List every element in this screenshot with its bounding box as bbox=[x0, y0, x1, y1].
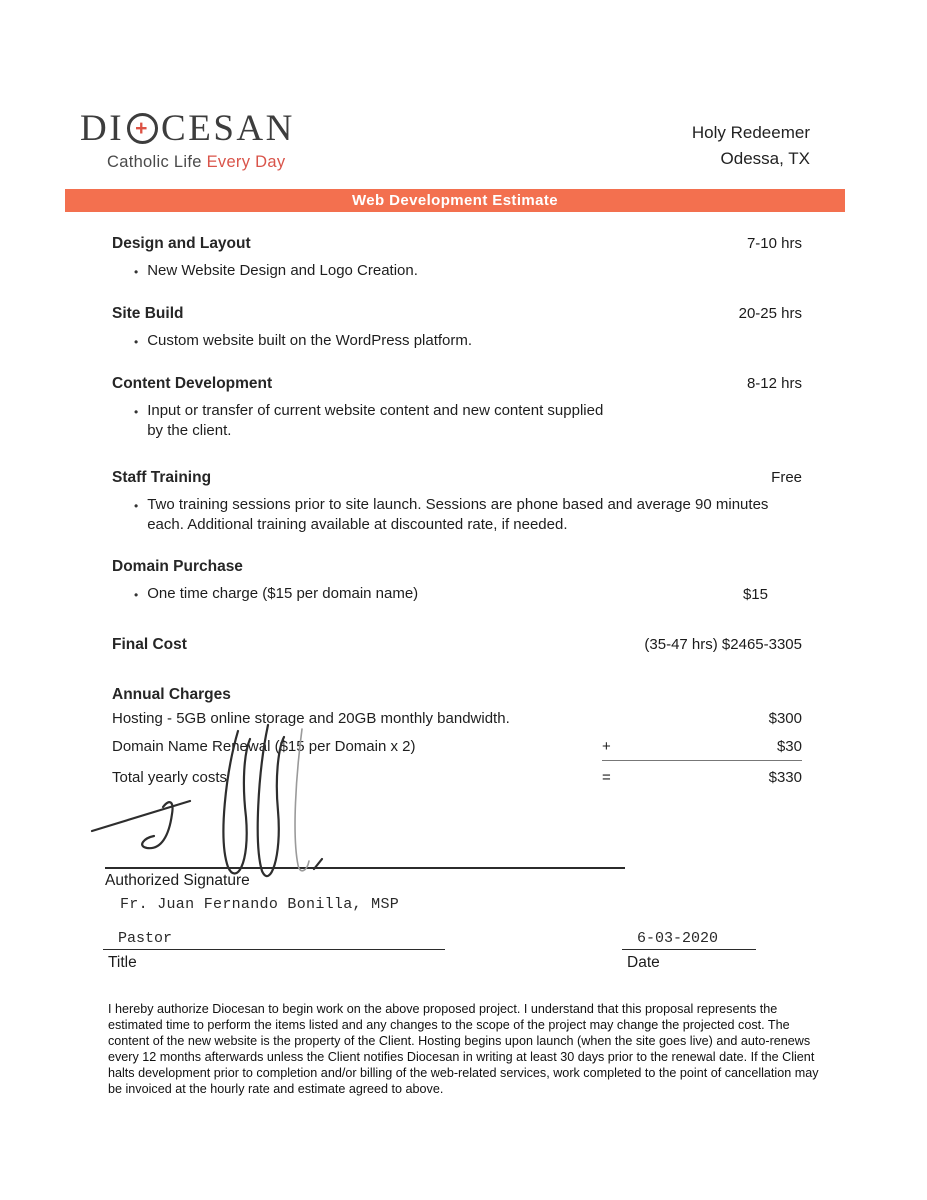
section-final-cost: Final Cost (35-47 hrs) $2465-3305 bbox=[112, 636, 802, 654]
section-heading: Staff Training bbox=[112, 469, 212, 486]
section-heading: Site Build bbox=[112, 305, 184, 322]
tagline-red: Every Day bbox=[206, 153, 286, 171]
bullet-price: $15 bbox=[742, 586, 768, 603]
estimate-banner: Web Development Estimate bbox=[65, 189, 845, 212]
signature-line-label: Authorized Signature bbox=[105, 872, 250, 889]
title-date-row: Pastor Title 6-03-2020 Date bbox=[103, 930, 802, 972]
tagline-dark: Catholic Life bbox=[107, 153, 207, 171]
section-hours: 20-25 hrs bbox=[738, 305, 802, 322]
signature-block: Authorized Signature Fr. Juan Fernando B… bbox=[90, 723, 802, 972]
section-heading: Domain Purchase bbox=[112, 558, 243, 575]
final-cost-value: (35-47 hrs) $2465-3305 bbox=[644, 636, 802, 653]
bullet-text: Input or transfer of current website con… bbox=[147, 402, 604, 439]
date-value: 6-03-2020 bbox=[622, 930, 756, 950]
section-heading: Final Cost bbox=[112, 636, 187, 653]
client-location: Odessa, TX bbox=[720, 149, 810, 168]
bullet-icon: • bbox=[134, 499, 139, 513]
bullet-item-with-price: • One time charge ($15 per domain name) … bbox=[112, 576, 802, 605]
client-block: Holy Redeemer Odessa, TX bbox=[692, 110, 810, 172]
annual-label: Domain Name Renewal ($15 per Domain x 2) bbox=[112, 738, 416, 755]
section-heading: Design and Layout bbox=[112, 235, 251, 252]
annual-row-domain-renewal: Domain Name Renewal ($15 per Domain x 2)… bbox=[112, 737, 802, 761]
annual-amount: $330 bbox=[768, 769, 802, 786]
banner-title: Web Development Estimate bbox=[351, 192, 559, 209]
signer-name: Fr. Juan Fernando Bonilla, MSP bbox=[120, 896, 400, 913]
annual-operator: + bbox=[602, 738, 611, 755]
logo-wordmark: DI + CESAN bbox=[80, 110, 295, 147]
section-staff-training: Staff Training Free bbox=[112, 469, 802, 487]
date-field: 6-03-2020 Date bbox=[622, 930, 756, 972]
section-hours: 7-10 hrs bbox=[746, 235, 802, 252]
title-field: Pastor Title bbox=[103, 930, 445, 972]
annual-heading: Annual Charges bbox=[112, 686, 231, 703]
bullet-item: • One time charge ($15 per domain name) bbox=[134, 584, 743, 605]
signature-line bbox=[105, 867, 625, 869]
annual-amount-group: + $30 bbox=[602, 737, 802, 761]
section-hours: 8-12 hrs bbox=[746, 375, 802, 392]
annual-label: Hosting - 5GB online storage and 20GB mo… bbox=[112, 710, 510, 727]
annual-row-total: Total yearly costs = $330 bbox=[112, 768, 802, 791]
date-label: Date bbox=[627, 954, 660, 971]
terms-paragraph: I hereby authorize Diocesan to begin wor… bbox=[108, 1002, 819, 1096]
annual-amount: $300 bbox=[768, 710, 802, 727]
title-value: Pastor bbox=[103, 930, 445, 950]
bullet-icon: • bbox=[134, 588, 139, 602]
bullet-text: Two training sessions prior to site laun… bbox=[147, 496, 769, 533]
bullet-icon: • bbox=[134, 405, 139, 419]
bullet-text: New Website Design and Logo Creation. bbox=[147, 262, 418, 279]
bullet-icon: • bbox=[134, 335, 139, 349]
annual-row-hosting: Hosting - 5GB online storage and 20GB mo… bbox=[112, 709, 802, 732]
bullet-text: Custom website built on the WordPress pl… bbox=[147, 332, 473, 349]
annual-amount-group: = $330 bbox=[602, 768, 802, 791]
document-header: DI + CESAN Catholic Life Every Day Holy … bbox=[0, 0, 927, 172]
annual-operator: = bbox=[602, 769, 611, 786]
title-label: Title bbox=[108, 954, 137, 971]
section-domain-purchase: Domain Purchase bbox=[112, 558, 802, 576]
section-content-development: Content Development 8-12 hrs bbox=[112, 375, 802, 393]
logo-cross-icon: + bbox=[135, 116, 150, 140]
annual-label: Total yearly costs bbox=[112, 769, 228, 786]
logo-text-pre: DI bbox=[80, 108, 125, 149]
section-hours: Free bbox=[771, 469, 802, 486]
annual-charges: Annual Charges Hosting - 5GB online stor… bbox=[112, 686, 802, 791]
bullet-icon: • bbox=[134, 265, 139, 279]
section-heading: Content Development bbox=[112, 375, 273, 392]
logo-o-ring: + bbox=[127, 113, 159, 144]
bullet-item: • Custom website built on the WordPress … bbox=[134, 331, 802, 352]
annual-amount: $30 bbox=[776, 738, 802, 755]
diocesan-logo: DI + CESAN Catholic Life Every Day bbox=[80, 110, 295, 172]
logo-text-post: CESAN bbox=[161, 108, 295, 149]
annual-amount-group: $300 bbox=[602, 709, 802, 732]
client-name: Holy Redeemer bbox=[691, 123, 810, 142]
bullet-text: One time charge ($15 per domain name) bbox=[147, 585, 419, 602]
logo-tagline: Catholic Life Every Day bbox=[80, 153, 295, 172]
estimate-body: Design and Layout 7-10 hrs • New Website… bbox=[90, 235, 819, 1097]
section-design-layout: Design and Layout 7-10 hrs bbox=[112, 235, 802, 253]
bullet-item: • Two training sessions prior to site la… bbox=[134, 495, 802, 535]
bullet-item: • Input or transfer of current website c… bbox=[134, 401, 802, 441]
section-site-build: Site Build 20-25 hrs bbox=[112, 305, 802, 323]
bullet-item: • New Website Design and Logo Creation. bbox=[134, 261, 802, 282]
